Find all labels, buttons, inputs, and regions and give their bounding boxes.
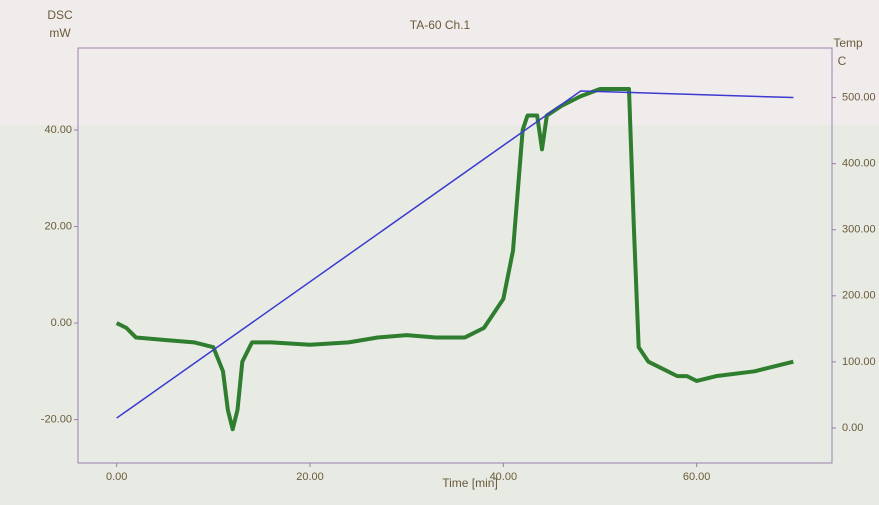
y-tick-label: 40.00 [44,124,72,136]
y2-axis-unit: C [838,54,847,68]
y-tick-label: 0.00 [51,317,72,329]
x-tick-label: 40.00 [490,471,518,483]
chart-title: TA-60 Ch.1 [410,18,471,32]
y2-tick-label: 500.00 [842,91,876,103]
y2-tick-label: 400.00 [842,158,876,170]
chart: TA-60 Ch.1 DSC mW Temp C Time [min] -20.… [0,0,879,505]
y-axis-unit: mW [49,26,71,40]
y-axis-label: DSC [47,8,73,22]
x-tick-label: 60.00 [683,471,711,483]
x-tick-label: 20.00 [296,471,324,483]
y2-tick-label: 200.00 [842,290,876,302]
x-tick-label: 0.00 [106,471,127,483]
y-tick-label: 20.00 [44,220,72,232]
y2-tick-label: 0.00 [842,422,863,434]
y-tick-label: -20.00 [41,413,72,425]
y2-axis-label: Temp [833,36,863,50]
y2-tick-label: 300.00 [842,224,876,236]
y2-tick-label: 100.00 [842,356,876,368]
